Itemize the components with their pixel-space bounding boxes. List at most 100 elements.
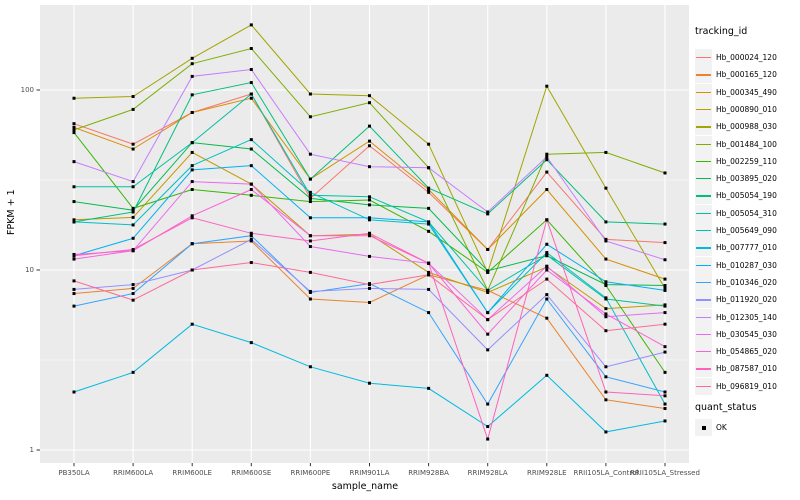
data-point — [249, 138, 253, 142]
data-point — [72, 257, 76, 261]
x-tick-label: RRIM600LA — [113, 469, 154, 477]
data-point — [72, 218, 76, 222]
data-point — [604, 365, 608, 369]
data-point — [368, 198, 371, 202]
data-point — [486, 402, 490, 406]
data-point — [190, 216, 194, 220]
data-point — [368, 165, 371, 169]
data-point — [545, 297, 549, 301]
series-color-swatch-line-icon — [696, 57, 711, 59]
y-axis-title: FPKM + 1 — [6, 189, 17, 235]
x-tick-label: RRIM928LA — [467, 469, 508, 477]
data-point — [663, 394, 667, 398]
data-point — [663, 241, 667, 245]
data-point — [427, 220, 431, 224]
data-point — [545, 152, 549, 156]
data-point — [486, 311, 490, 315]
data-point — [604, 329, 608, 333]
data-point — [308, 193, 312, 197]
series-color-swatch-line-icon — [696, 91, 711, 93]
data-point — [190, 62, 194, 66]
data-point — [249, 237, 253, 241]
legend-entry-label: Hb_000165_120 — [716, 70, 777, 80]
data-point — [368, 139, 371, 143]
data-point — [545, 170, 549, 174]
data-point — [131, 283, 135, 287]
data-point — [131, 180, 135, 184]
data-point — [604, 296, 608, 300]
x-tick-label: RRIM928BA — [408, 469, 449, 477]
data-point — [663, 407, 667, 411]
series-color-swatch-line-icon — [696, 230, 711, 232]
data-point — [368, 216, 371, 220]
data-point — [604, 315, 608, 319]
legend-entry-label: Hb_005649_090 — [716, 226, 777, 235]
legend-tracking-id: tracking_id — [695, 26, 799, 43]
legend-entry-Hb_000024_120: Hb_000024_120 — [695, 49, 777, 66]
data-point — [249, 92, 253, 96]
data-point — [486, 247, 490, 251]
series-color-swatch-line-icon — [696, 126, 711, 128]
data-point — [368, 124, 371, 128]
data-point — [663, 390, 667, 394]
legend-entry-Hb_012305_140: Hb_012305_140 — [695, 308, 777, 326]
data-point — [427, 229, 431, 233]
data-point — [604, 283, 608, 287]
data-point — [545, 218, 549, 222]
legend-entry-Hb_054865_020: Hb_054865_020 — [695, 343, 777, 361]
data-point — [663, 350, 667, 354]
legend-key — [695, 170, 712, 188]
legend-entry-label: Hb_012305_140 — [716, 312, 777, 322]
data-point — [190, 214, 194, 218]
data-point — [545, 84, 549, 88]
legend-entry-Hb_030545_030: Hb_030545_030 — [695, 325, 777, 343]
data-point — [486, 318, 490, 322]
data-point — [131, 107, 135, 111]
data-point — [72, 125, 76, 129]
legend-entry-label: Hb_000988_030 — [716, 122, 777, 132]
legend-key — [695, 204, 712, 222]
legend-key — [695, 239, 712, 257]
data-point — [131, 370, 135, 374]
data-point — [604, 237, 608, 241]
data-point — [663, 370, 667, 374]
data-point — [308, 200, 312, 204]
legend-entry-label: Hb_000024_120 — [716, 53, 777, 62]
y-tick-label: 100 — [20, 85, 34, 94]
legend-entry-label: Hb_010287_030 — [716, 260, 777, 270]
data-point — [368, 234, 371, 238]
data-point — [308, 196, 312, 200]
data-point — [131, 208, 135, 212]
data-point — [308, 289, 312, 293]
data-point — [368, 286, 371, 290]
data-point — [131, 147, 135, 151]
data-point — [308, 245, 312, 249]
legend-entry-label: Hb_030545_030 — [716, 329, 777, 339]
x-tick-label: PB350LA — [58, 469, 90, 477]
data-point — [545, 268, 549, 272]
series-color-swatch-line-icon — [696, 247, 711, 249]
y-tick-label: 1 — [29, 445, 34, 454]
legend-entry-label: OK — [716, 423, 727, 432]
data-point — [545, 293, 549, 297]
series-color-swatch-line-icon — [696, 281, 711, 284]
data-point — [249, 81, 253, 85]
data-point — [486, 212, 490, 216]
data-point — [427, 261, 431, 265]
data-point — [368, 203, 371, 207]
legend-entry-Hb_001484_100: Hb_001484_100 — [695, 135, 777, 153]
data-point — [604, 430, 608, 434]
data-point — [427, 311, 431, 315]
data-point — [604, 150, 608, 154]
data-point — [486, 348, 490, 352]
data-point — [486, 269, 490, 273]
legend-key — [695, 273, 712, 291]
data-point — [663, 402, 667, 406]
legend-entry-label: Hb_096819_010 — [716, 381, 777, 391]
legend-entry-Hb_087587_010: Hb_087587_010 — [695, 360, 777, 378]
data-point — [604, 390, 608, 394]
data-point — [72, 287, 76, 291]
data-point — [427, 386, 431, 390]
x-axis-title: sample_name — [331, 481, 399, 492]
